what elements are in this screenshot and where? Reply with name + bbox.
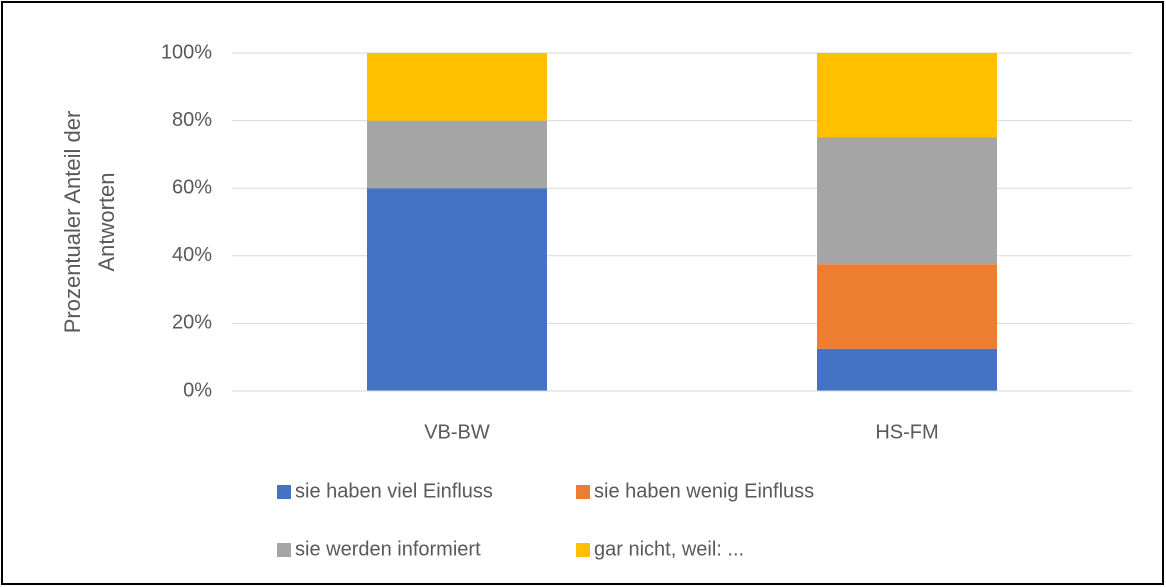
bar-segment (367, 188, 547, 391)
y-tick-label: 80% (172, 109, 212, 131)
y-tick-label: 60% (172, 176, 212, 198)
bar-segment (817, 348, 997, 391)
legend-label: sie haben wenig Einfluss (594, 480, 814, 502)
x-tick-label: HS-FM (875, 421, 938, 443)
bar-segment (817, 53, 997, 138)
y-tick-label: 20% (172, 312, 212, 334)
legend-swatch (277, 485, 291, 499)
bar-segment (817, 264, 997, 349)
legend-swatch (576, 543, 590, 557)
bar-segment (817, 137, 997, 265)
y-tick-label: 0% (183, 379, 212, 401)
y-tick-label: 100% (161, 41, 212, 63)
legend-label: sie haben viel Einfluss (295, 480, 493, 502)
bar-segment (367, 120, 547, 189)
x-tick-label: VB-BW (424, 421, 490, 443)
legend-label: sie werden informiert (295, 538, 481, 560)
legend-swatch (277, 543, 291, 557)
y-axis-label-line: Antworten (94, 172, 119, 271)
y-axis-label-line: Prozentualer Anteil der (60, 111, 85, 334)
y-tick-label: 40% (172, 244, 212, 266)
legend-swatch (576, 485, 590, 499)
bar-segment (367, 53, 547, 121)
legend-label: gar nicht, weil: ... (594, 538, 744, 560)
y-axis-label: Prozentualer Anteil der Antworten (60, 111, 119, 334)
